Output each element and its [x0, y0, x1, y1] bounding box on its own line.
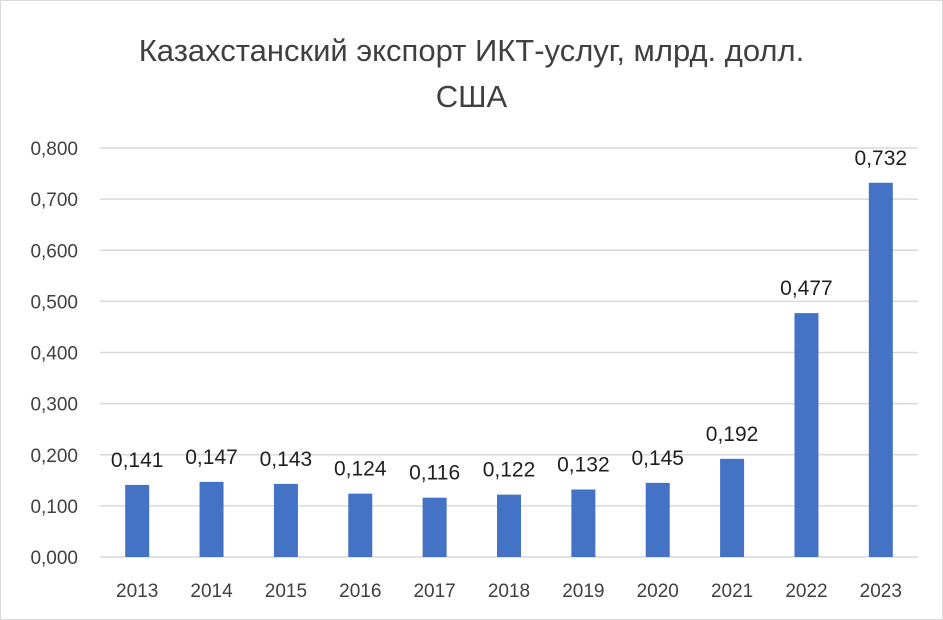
- data-label: 0,124: [334, 458, 387, 481]
- data-label: 0,192: [706, 423, 759, 446]
- x-tick-label: 2020: [637, 581, 679, 602]
- chart-title: Казахстанский экспорт ИКТ-услуг, млрд. д…: [0, 28, 943, 120]
- bar: [422, 497, 447, 557]
- y-tick-label: 0,400: [30, 344, 78, 365]
- x-tick-label: 2017: [413, 581, 455, 602]
- bar: [125, 484, 150, 557]
- x-tick-label: 2013: [116, 581, 158, 602]
- bar: [199, 481, 224, 557]
- bar: [794, 313, 819, 557]
- x-tick-label: 2018: [488, 581, 530, 602]
- y-tick-label: 0,600: [30, 241, 78, 262]
- chart-title-line-2: США: [435, 79, 508, 114]
- bar: [645, 482, 670, 557]
- data-label: 0,143: [260, 448, 313, 471]
- bar: [868, 182, 893, 557]
- x-tick-label: 2023: [860, 581, 902, 602]
- data-label: 0,141: [111, 449, 164, 472]
- x-tick-label: 2014: [190, 581, 233, 602]
- bar: [571, 489, 596, 557]
- data-label: 0,145: [631, 447, 684, 470]
- x-tick-label: 2019: [562, 581, 604, 602]
- bar: [720, 458, 745, 557]
- y-tick-label: 0,000: [30, 548, 78, 569]
- data-label: 0,732: [855, 147, 908, 170]
- bar: [348, 493, 373, 557]
- x-tick-label: 2015: [265, 581, 307, 602]
- data-label: 0,116: [409, 462, 460, 485]
- data-label: 0,477: [780, 277, 833, 300]
- y-tick-label: 0,500: [30, 292, 78, 313]
- y-tick-label: 0,800: [30, 139, 78, 160]
- data-label: 0,147: [185, 446, 238, 469]
- bar: [497, 494, 521, 557]
- chart-title-line-1: Казахстанский экспорт ИКТ-услуг, млрд. д…: [138, 33, 805, 68]
- y-tick-label: 0,200: [30, 446, 78, 467]
- y-tick-label: 0,300: [30, 395, 78, 416]
- bar: [273, 483, 298, 557]
- x-tick-label: 2022: [785, 581, 827, 602]
- y-tick-label: 0,700: [30, 190, 78, 211]
- data-label: 0,132: [557, 454, 610, 477]
- x-tick-label: 2016: [339, 581, 381, 602]
- data-label: 0,122: [483, 459, 536, 482]
- x-tick-label: 2021: [711, 581, 753, 602]
- y-tick-label: 0,100: [30, 497, 78, 518]
